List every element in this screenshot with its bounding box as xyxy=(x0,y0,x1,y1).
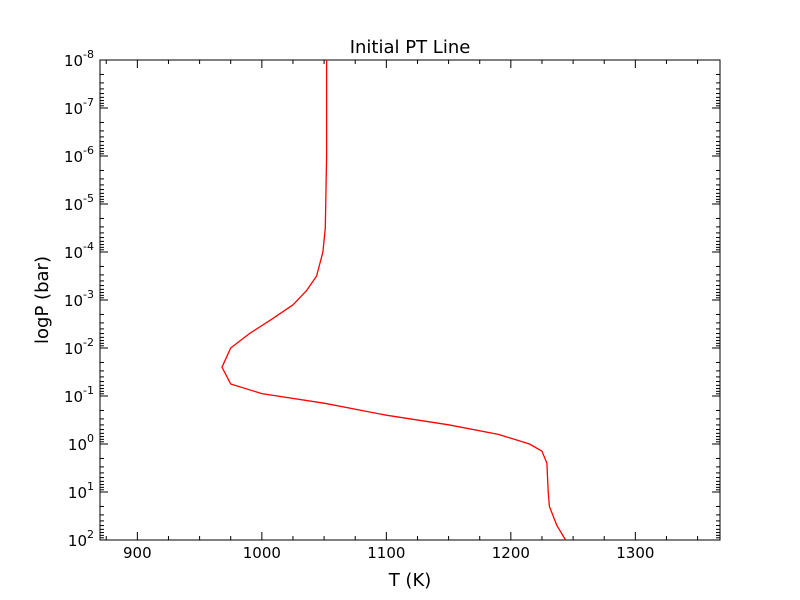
x-tick-label: 1100 xyxy=(367,544,405,562)
y-tick-label: 10-8 xyxy=(64,48,94,70)
y-tick-label: 10-5 xyxy=(64,192,94,214)
series-line-0 xyxy=(221,60,567,541)
x-tick-label: 1000 xyxy=(243,544,281,562)
chart-title: Initial PT Line xyxy=(350,37,471,58)
y-tick-label: 100 xyxy=(68,432,94,454)
x-tick-label: 1200 xyxy=(492,544,530,562)
y-tick-label: 10-3 xyxy=(64,288,94,310)
plot-area xyxy=(99,59,721,541)
y-tick-label: 101 xyxy=(68,480,94,502)
x-axis: 900 1000 1100 1200 1300 xyxy=(105,60,699,562)
y-tick-label: 10-4 xyxy=(64,240,94,262)
y-axis: 10-8 10-7 10-6 10-5 10-4 10-3 10-2 10-1 100 101 10… xyxy=(64,48,720,550)
y-axis-label: logP (bar) xyxy=(32,256,53,344)
x-tick-label: 1300 xyxy=(616,544,654,562)
y-tick-label: 102 xyxy=(68,528,94,550)
x-axis-label: T (K) xyxy=(388,570,432,591)
plot-frame xyxy=(99,59,721,541)
y-tick-label: 10-1 xyxy=(64,384,94,406)
y-tick-label: 10-7 xyxy=(64,96,94,118)
y-tick-label: 10-6 xyxy=(64,144,94,166)
x-tick-label: 900 xyxy=(123,544,152,562)
y-tick-label: 10-2 xyxy=(64,336,94,358)
